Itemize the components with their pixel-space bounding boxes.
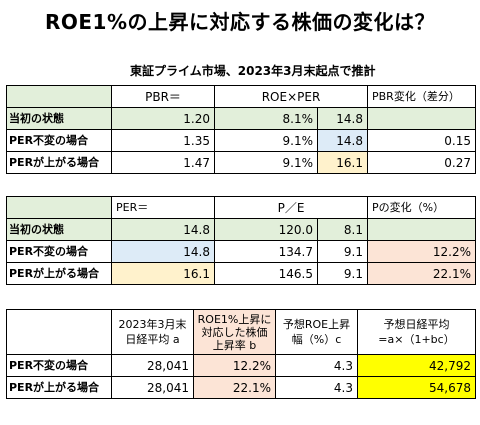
- roe-rise-cell: 4.3: [275, 376, 358, 399]
- per-cell: 14.8: [317, 129, 368, 152]
- change-cell: 12.2%: [367, 240, 476, 263]
- row-label: PER不変の場合: [6, 240, 112, 263]
- table-row: PERが上がる場合 16.1 146.5 9.1 22.1%: [6, 262, 476, 285]
- roe-cell: 9.1%: [214, 129, 318, 152]
- row-label: PERが上がる場合: [6, 376, 112, 399]
- pbr-cell: 1.47: [111, 151, 215, 174]
- earnings-cell: 8.1: [317, 218, 368, 241]
- header-cell: [6, 196, 112, 219]
- header-cell: 2023年3月末 日経平均 a: [111, 309, 194, 355]
- page-title: ROE1%の上昇に対応する株価の変化は？: [44, 10, 436, 34]
- table-row: PERが上がる場合 1.47 9.1% 16.1 0.27: [6, 151, 476, 174]
- per-cell: 14.8: [111, 240, 215, 263]
- forecast-cell: 42,792: [357, 354, 476, 377]
- header-cell: PBR＝: [111, 85, 215, 108]
- table-row: PER不変の場合 1.35 9.1% 14.8 0.15: [6, 129, 476, 152]
- diff-cell: [367, 107, 476, 130]
- table-row: 当初の状態 1.20 8.1% 14.8: [6, 107, 476, 130]
- roe-rise-cell: 4.3: [275, 354, 358, 377]
- rise-rate-cell: 22.1%: [193, 376, 276, 399]
- pbr-table: PBR＝ ROE×PER PBR変化（差分） 当初の状態 1.20 8.1% 1…: [6, 85, 476, 174]
- earnings-cell: 9.1: [317, 240, 368, 263]
- header-cell: ROE×PER: [214, 85, 368, 108]
- price-cell: 134.7: [214, 240, 318, 263]
- rise-rate-cell: 12.2%: [193, 354, 276, 377]
- row-label: PERが上がる場合: [6, 151, 112, 174]
- nikkei-forecast-table: 2023年3月末 日経平均 a ROE1%上昇に 対応した株価 上昇率 b 予想…: [6, 309, 476, 399]
- per-cell: 16.1: [111, 262, 215, 285]
- diff-cell: 0.15: [367, 129, 476, 152]
- row-label: PERが上がる場合: [6, 262, 112, 285]
- table-header-row: PER＝ P／E Pの変化（%）: [6, 196, 476, 219]
- page-subtitle: 東証プライム市場、2023年3月末起点で推計: [130, 64, 376, 78]
- table-header-row: 2023年3月末 日経平均 a ROE1%上昇に 対応した株価 上昇率 b 予想…: [6, 309, 476, 355]
- roe-cell: 8.1%: [214, 107, 318, 130]
- table-row: PER不変の場合 28,041 12.2% 4.3 42,792: [6, 354, 476, 377]
- change-cell: [367, 218, 476, 241]
- roe-cell: 9.1%: [214, 151, 318, 174]
- nikkei-cell: 28,041: [111, 354, 194, 377]
- row-label: 当初の状態: [6, 107, 112, 130]
- price-cell: 146.5: [214, 262, 318, 285]
- forecast-cell: 54,678: [357, 376, 476, 399]
- row-label: PER不変の場合: [6, 129, 112, 152]
- per-cell: 14.8: [317, 107, 368, 130]
- per-table: PER＝ P／E Pの変化（%） 当初の状態 14.8 120.0 8.1 PE…: [6, 196, 476, 285]
- table-row: PERが上がる場合 28,041 22.1% 4.3 54,678: [6, 376, 476, 399]
- change-cell: 22.1%: [367, 262, 476, 285]
- table-header-row: PBR＝ ROE×PER PBR変化（差分）: [6, 85, 476, 108]
- header-cell: PER＝: [111, 196, 215, 219]
- row-label: 当初の状態: [6, 218, 112, 241]
- nikkei-cell: 28,041: [111, 376, 194, 399]
- diff-cell: 0.27: [367, 151, 476, 174]
- header-cell: Pの変化（%）: [367, 196, 476, 219]
- per-cell: 14.8: [111, 218, 215, 241]
- price-cell: 120.0: [214, 218, 318, 241]
- header-cell: 予想ROE上昇 幅（%）c: [275, 309, 358, 355]
- header-cell: PBR変化（差分）: [367, 85, 476, 108]
- table-row: PER不変の場合 14.8 134.7 9.1 12.2%: [6, 240, 476, 263]
- earnings-cell: 9.1: [317, 262, 368, 285]
- header-cell: 予想日経平均 =a×（1+bc）: [357, 309, 476, 355]
- header-cell: ROE1%上昇に 対応した株価 上昇率 b: [193, 309, 276, 355]
- header-cell: [6, 85, 112, 108]
- row-label: PER不変の場合: [6, 354, 112, 377]
- header-cell: P／E: [214, 196, 368, 219]
- pbr-cell: 1.35: [111, 129, 215, 152]
- table-row: 当初の状態 14.8 120.0 8.1: [6, 218, 476, 241]
- per-cell: 16.1: [317, 151, 368, 174]
- header-cell: [6, 309, 112, 355]
- pbr-cell: 1.20: [111, 107, 215, 130]
